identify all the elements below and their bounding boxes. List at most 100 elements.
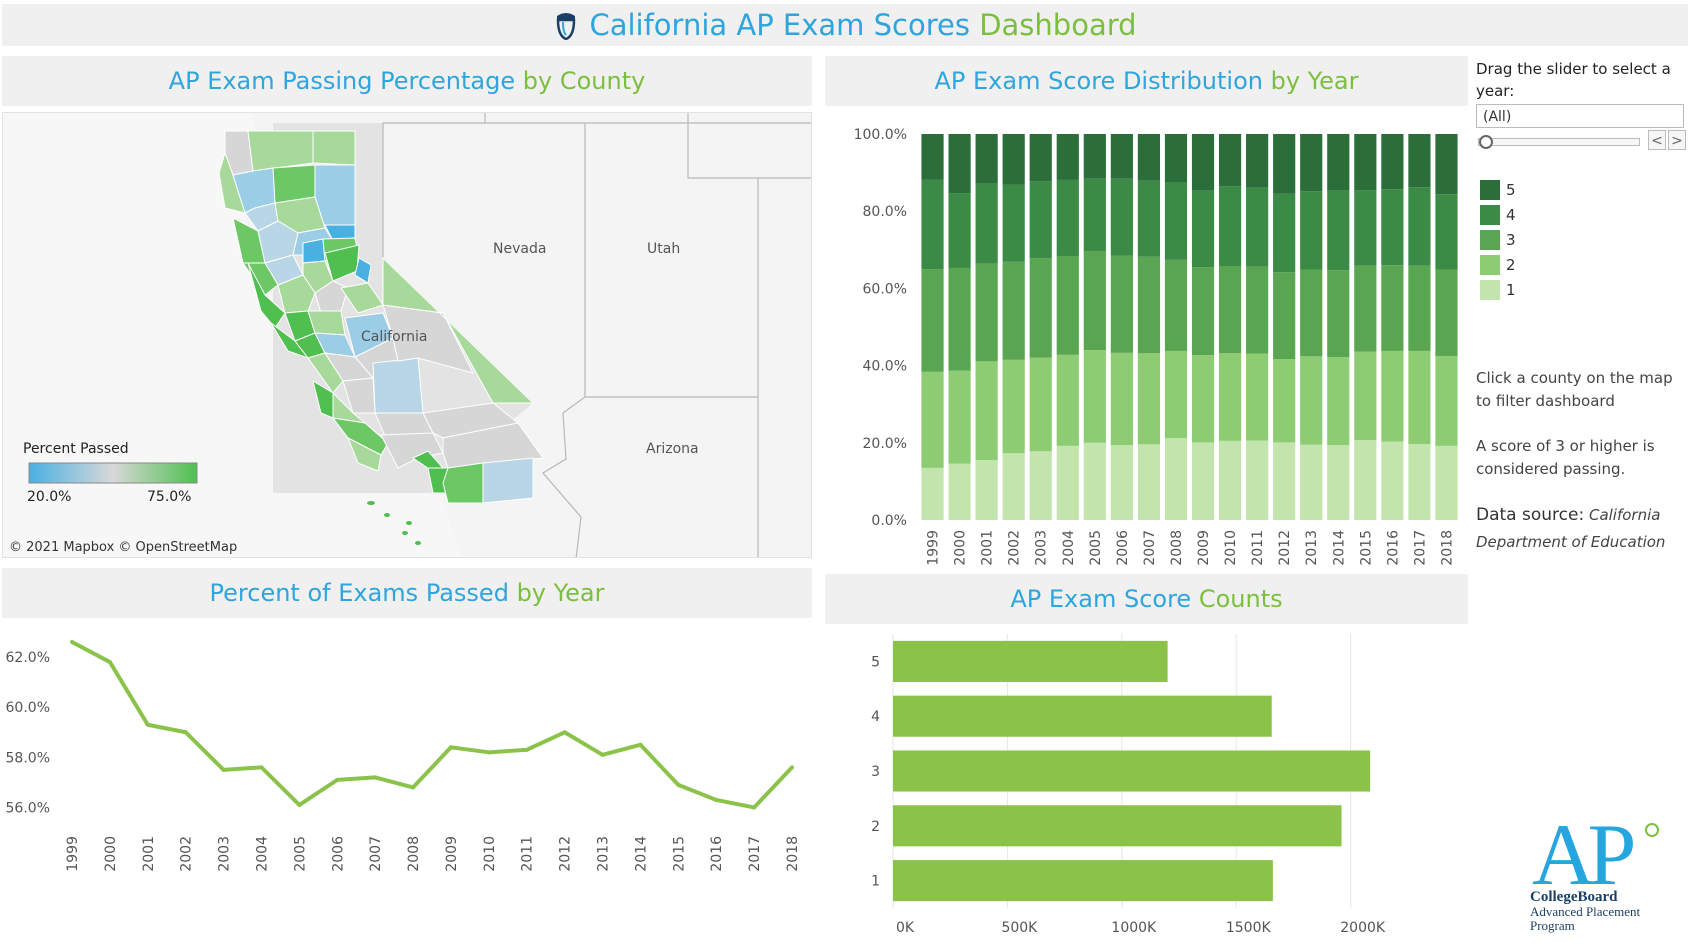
dist-bar-segment[interactable] bbox=[1002, 134, 1025, 185]
dist-bar-segment[interactable] bbox=[1083, 178, 1106, 251]
dist-bar-segment[interactable] bbox=[975, 263, 998, 362]
dist-bar-segment[interactable] bbox=[1137, 353, 1161, 445]
distribution-chart[interactable]: 0.0% 20.0% 40.0% 60.0% 80.0% 100.0% 1999 2000 20… bbox=[825, 112, 1470, 566]
dist-bar-segment[interactable] bbox=[1327, 357, 1350, 446]
dist-bar-segment[interactable] bbox=[1137, 256, 1161, 354]
dist-bar-segment[interactable] bbox=[1273, 134, 1296, 194]
dist-bar-segment[interactable] bbox=[1164, 350, 1188, 439]
dist-bar-segment[interactable] bbox=[1056, 134, 1079, 180]
counts-chart[interactable]: 0K 500K 1000K 1500K 2000K 5 4 3 2 1 bbox=[825, 626, 1470, 942]
year-select[interactable]: (All) bbox=[1476, 104, 1684, 128]
dist-bar-segment[interactable] bbox=[1191, 355, 1215, 443]
pass-rate-point[interactable] bbox=[259, 765, 264, 770]
dist-bar-segment[interactable] bbox=[1191, 134, 1215, 191]
slider-prev-button[interactable]: < bbox=[1648, 130, 1666, 150]
dist-bar-segment[interactable] bbox=[1164, 438, 1188, 520]
dist-bar-segment[interactable] bbox=[1408, 265, 1431, 351]
dist-bar-segment[interactable] bbox=[921, 269, 944, 372]
county-shape[interactable] bbox=[277, 274, 316, 314]
dist-bar-segment[interactable] bbox=[1218, 186, 1242, 267]
dist-bar-segment[interactable] bbox=[1381, 134, 1404, 190]
dist-bar-segment[interactable] bbox=[1191, 190, 1215, 268]
dist-bar-segment[interactable] bbox=[1408, 134, 1431, 188]
dist-bar-segment[interactable] bbox=[1110, 255, 1133, 353]
dist-bar-segment[interactable] bbox=[921, 134, 944, 180]
dist-bar-segment[interactable] bbox=[1083, 250, 1106, 351]
counts-chart-svg[interactable]: 0K 500K 1000K 1500K 2000K 5 4 3 2 1 bbox=[825, 626, 1470, 942]
dist-bar-segment[interactable] bbox=[1408, 187, 1431, 266]
pass-rate-point[interactable] bbox=[486, 750, 491, 755]
dist-bar-segment[interactable] bbox=[1354, 190, 1377, 266]
dist-bar-segment[interactable] bbox=[1029, 134, 1052, 182]
pass-rate-line[interactable] bbox=[71, 640, 794, 810]
pass-rate-point[interactable] bbox=[676, 782, 681, 787]
pass-rate-point[interactable] bbox=[183, 730, 188, 735]
map-svg[interactable]: Nevada Utah Arizona California Percent P… bbox=[3, 113, 812, 558]
dist-bar-segment[interactable] bbox=[1327, 445, 1350, 520]
dist-bar-segment[interactable] bbox=[1354, 265, 1377, 352]
score-legend-item-5[interactable]: 5 bbox=[1480, 180, 1560, 200]
dist-bar-segment[interactable] bbox=[1056, 354, 1079, 446]
dist-bar-segment[interactable] bbox=[948, 370, 971, 464]
county-shape[interactable] bbox=[442, 462, 484, 504]
county-shape[interactable] bbox=[302, 238, 326, 264]
pass-rate-point[interactable] bbox=[335, 777, 340, 782]
pass-rate-point[interactable] bbox=[600, 752, 605, 757]
pass-rate-point[interactable] bbox=[714, 797, 719, 802]
county-shape[interactable] bbox=[482, 457, 534, 504]
dist-bar-segment[interactable] bbox=[1164, 259, 1188, 351]
dist-bar-segment[interactable] bbox=[1408, 443, 1431, 520]
dist-bar-segment[interactable] bbox=[1056, 255, 1079, 355]
dist-bar-segment[interactable] bbox=[1083, 134, 1106, 179]
county-shape[interactable] bbox=[347, 436, 382, 472]
dist-bar-segment[interactable] bbox=[948, 267, 971, 371]
dist-bar-segment[interactable] bbox=[1029, 357, 1052, 452]
dist-bar-segment[interactable] bbox=[921, 371, 944, 468]
dist-bar-segment[interactable] bbox=[921, 179, 944, 270]
pass-rate-point[interactable] bbox=[107, 660, 112, 665]
county-shapes[interactable] bbox=[218, 130, 544, 545]
dist-bar-segment[interactable] bbox=[1273, 193, 1296, 273]
county-shape[interactable] bbox=[272, 164, 316, 204]
distribution-chart-svg[interactable]: 0.0% 20.0% 40.0% 60.0% 80.0% 100.0% 1999 2000 20… bbox=[825, 112, 1470, 566]
dist-bar-segment[interactable] bbox=[1218, 353, 1242, 441]
dist-bar-segment[interactable] bbox=[1110, 134, 1133, 179]
dist-bar-segment[interactable] bbox=[948, 134, 971, 194]
counts-bar[interactable] bbox=[893, 750, 1371, 792]
dist-bar-segment[interactable] bbox=[1056, 179, 1079, 256]
line-chart[interactable]: 56.0% 58.0% 60.0% 62.0% 1999 2000 2001 2002 2003… bbox=[2, 622, 812, 940]
dist-bar-segment[interactable] bbox=[1327, 134, 1350, 191]
dist-bar-segment[interactable] bbox=[1110, 352, 1133, 446]
score-legend-item-4[interactable]: 4 bbox=[1480, 205, 1560, 225]
county-shape[interactable] bbox=[314, 280, 349, 314]
pass-rate-point[interactable] bbox=[411, 785, 416, 790]
county-map[interactable]: Nevada Utah Arizona California Percent P… bbox=[2, 112, 812, 558]
dist-bar-segment[interactable] bbox=[1381, 189, 1404, 266]
slider-next-button[interactable]: > bbox=[1668, 130, 1686, 150]
dist-bar-segment[interactable] bbox=[1354, 351, 1377, 441]
dist-bar-segment[interactable] bbox=[975, 460, 998, 520]
score-legend-item-1[interactable]: 1 bbox=[1480, 280, 1560, 300]
dist-bar-segment[interactable] bbox=[1002, 261, 1025, 360]
dist-bar-segment[interactable] bbox=[1300, 356, 1323, 445]
dist-bar-segment[interactable] bbox=[1110, 178, 1133, 256]
counts-bar[interactable] bbox=[893, 640, 1168, 682]
dist-bar-segment[interactable] bbox=[921, 467, 944, 520]
counts-bar[interactable] bbox=[893, 805, 1342, 847]
score-legend-item-2[interactable]: 2 bbox=[1480, 255, 1560, 275]
year-slider-knob[interactable] bbox=[1479, 135, 1493, 149]
dist-bar-segment[interactable] bbox=[1083, 442, 1106, 520]
pass-rate-point[interactable] bbox=[145, 722, 150, 727]
pass-rate-point[interactable] bbox=[70, 640, 74, 645]
dist-bar-segment[interactable] bbox=[975, 183, 998, 264]
counts-bar[interactable] bbox=[893, 860, 1273, 902]
map-attribution[interactable]: © 2021 Mapbox © OpenStreetMap bbox=[9, 540, 237, 555]
county-shape[interactable] bbox=[331, 417, 389, 456]
dist-bar-segment[interactable] bbox=[1110, 445, 1133, 520]
dist-bar-segment[interactable] bbox=[1300, 134, 1323, 192]
county-shape[interactable] bbox=[218, 151, 246, 214]
dist-bar-segment[interactable] bbox=[1029, 258, 1052, 358]
dist-bar-segment[interactable] bbox=[1002, 359, 1025, 454]
dist-bar-segment[interactable] bbox=[1435, 134, 1458, 195]
county-shape[interactable] bbox=[312, 130, 356, 166]
